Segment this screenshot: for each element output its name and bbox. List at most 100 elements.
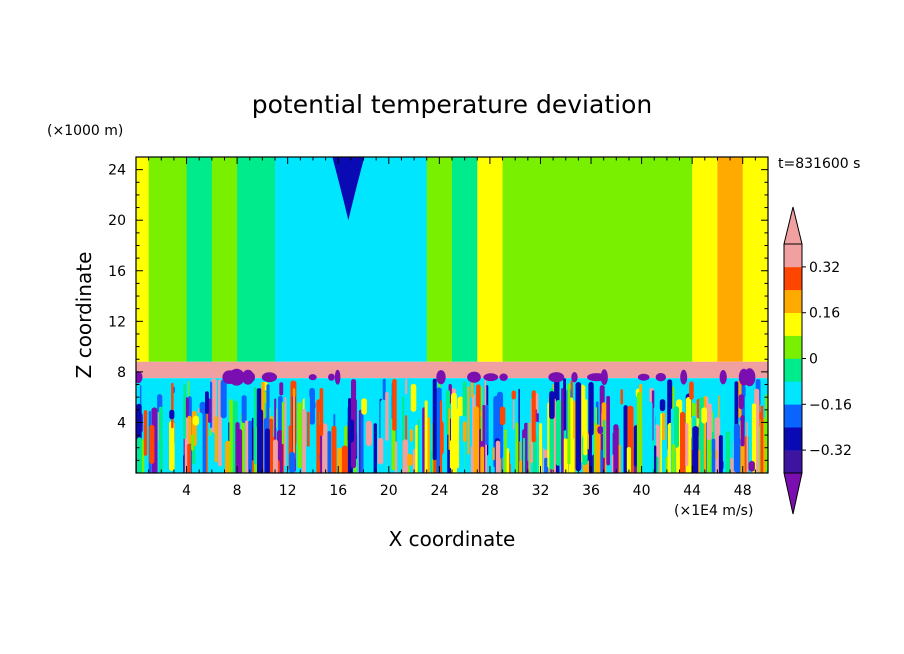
turbulence-cell — [319, 388, 324, 436]
turbulence-cell — [162, 403, 166, 473]
turbulence-cell — [567, 383, 571, 465]
turbulence-cell — [544, 457, 548, 473]
turbulence-cell — [175, 431, 178, 473]
turbulence-cell — [392, 378, 397, 431]
overshoot-cell — [308, 374, 317, 381]
overshoot-cell — [499, 373, 508, 381]
turbulence-cell — [661, 412, 666, 441]
overshoot-cell — [467, 372, 477, 382]
colorbar-band — [784, 289, 802, 313]
turbulence-cell — [680, 411, 686, 473]
x-axis-ticks: 4 8 12 16 20 24 28 32 36 40 44 48 — [148, 157, 756, 499]
turbulence-cell — [451, 392, 457, 473]
colorbar-extend-top — [783, 206, 803, 245]
turbulence-cell — [644, 401, 649, 473]
turbulence-cell — [492, 447, 496, 461]
overshoot-cell — [436, 370, 446, 385]
overshoot-cell — [261, 372, 277, 383]
x-tick-label: 40 — [633, 483, 651, 499]
overshoot-cell — [328, 373, 335, 381]
turbulence-cell — [760, 405, 764, 473]
x-tick-label: 8 — [233, 483, 242, 499]
turbulence-cell — [654, 445, 657, 473]
turbulence-cell — [506, 448, 510, 473]
turbulence-cell — [365, 420, 373, 447]
turbulence-cell — [698, 449, 701, 473]
turbulence-cell — [279, 382, 284, 396]
turbulence-cell — [430, 450, 433, 473]
turbulence-cell — [462, 381, 467, 417]
turbulence-cell — [549, 391, 555, 420]
turbulence-cell — [495, 440, 501, 473]
turbulence-cell — [462, 421, 467, 442]
turbulence-cell — [613, 424, 619, 473]
turbulence-cell — [765, 394, 768, 471]
turbulence-cell — [481, 386, 483, 442]
x-tick-label: 44 — [683, 483, 701, 499]
turbulence-cell — [740, 415, 745, 447]
turbulence-cell — [169, 409, 175, 420]
turbulence-cell — [292, 388, 296, 460]
turbulence-cell — [297, 402, 302, 469]
colorbar-band — [784, 381, 802, 405]
turbulence-cell — [733, 423, 740, 473]
turbulence-cell — [593, 422, 596, 473]
x-tick-label: 4 — [182, 483, 191, 499]
turbulence-cell — [738, 394, 744, 410]
turbulence-cell — [606, 395, 610, 466]
overshoot-cell — [249, 372, 255, 382]
colorbar-band — [784, 312, 802, 336]
turbulence-cell — [470, 380, 474, 398]
colorbar-label: 0 — [809, 352, 818, 368]
y-tick-label: 24 — [108, 163, 126, 179]
turbulence-cell — [519, 441, 521, 473]
turbulence-cell — [480, 446, 485, 473]
turbulence-cell — [685, 423, 689, 467]
turbulence-cell — [245, 420, 249, 473]
turbulence-cell — [504, 429, 507, 473]
x-tick-label: 48 — [734, 483, 752, 499]
upper-column-7 — [426, 157, 453, 362]
colorbar-label: −0.16 — [809, 397, 852, 413]
overshoot-cell — [680, 369, 688, 385]
turbulence-cell — [191, 434, 195, 451]
x-tick-label: 16 — [329, 483, 347, 499]
turbulence-cell — [187, 443, 191, 473]
turbulence-cell — [660, 413, 662, 473]
y-tick-label: 4 — [117, 415, 126, 431]
colorbar-band — [784, 450, 802, 474]
overshoot-cell — [548, 372, 565, 383]
turbulence-cell — [595, 424, 601, 473]
turbulence-cell — [409, 429, 413, 442]
turbulence-cell — [160, 438, 163, 454]
turbulence-cell — [385, 391, 389, 441]
upper-column-8 — [452, 157, 478, 362]
colorbar-band — [784, 244, 802, 268]
turbulence-cell — [408, 378, 410, 443]
turbulence-cell — [253, 386, 257, 465]
turbulence-cell — [499, 406, 506, 426]
y-tick-label: 12 — [108, 314, 126, 330]
x-tick-label: 36 — [582, 483, 600, 499]
turbulence-cell — [718, 435, 723, 473]
turbulence-cell — [214, 416, 218, 463]
turbulence-cell — [627, 405, 634, 473]
overshoot-cell — [655, 373, 666, 382]
upper-column-12 — [692, 157, 718, 362]
turbulence-cell — [746, 421, 748, 473]
turbulence-cell — [467, 386, 470, 455]
turbulence-cell — [302, 408, 306, 473]
y-axis-ticks: 4 8 12 16 20 24 — [108, 163, 768, 461]
turbulence-cell — [440, 400, 443, 473]
turbulence-cell — [269, 418, 274, 473]
turbulence-cell — [241, 395, 247, 424]
turbulence-cell — [659, 399, 666, 412]
turbulence-cell — [563, 378, 566, 431]
turbulence-cell — [618, 444, 621, 473]
turbulence-cell — [424, 400, 428, 473]
turbulence-cell — [331, 425, 337, 473]
upper-column-14 — [742, 157, 768, 362]
turbulence-cell — [289, 451, 295, 473]
turbulence-cell — [353, 399, 357, 457]
